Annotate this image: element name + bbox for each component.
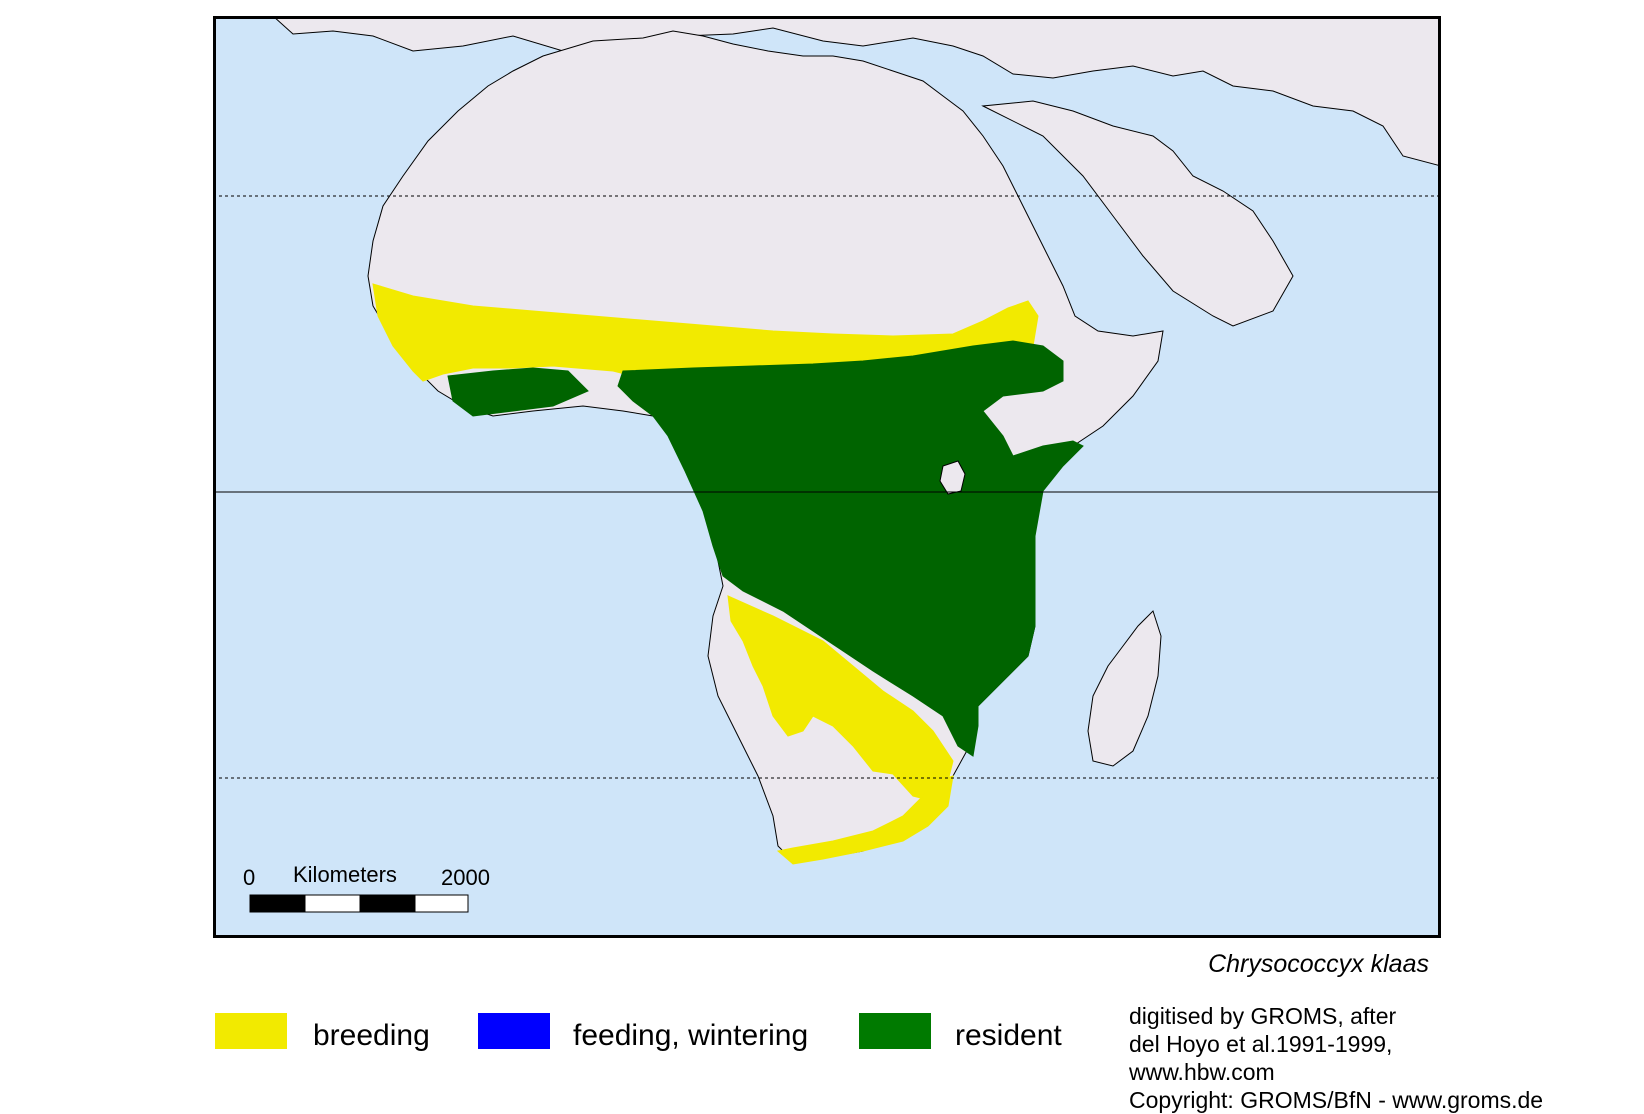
credit-line: www.hbw.com: [1129, 1059, 1275, 1085]
resident-range-main: [617, 340, 1084, 757]
map-border: [213, 16, 1441, 938]
legend-swatch-resident: [859, 1013, 931, 1049]
credits: digitised by GROMS, after del Hoyo et al…: [1129, 1002, 1543, 1114]
legend-swatch-feeding-wintering: [478, 1013, 550, 1049]
species-name: Chrysococcyx klaas: [1208, 950, 1429, 978]
lake-victoria: [939, 460, 966, 495]
scale-bar-segment: [249, 894, 306, 913]
europe-land: [272, 16, 1441, 167]
scale-bar-segment: [304, 894, 361, 913]
scale-bar-start-label: 0: [243, 865, 255, 890]
scale-bar-end-label: 2000: [441, 865, 490, 890]
breeding-range-south-coast: [776, 775, 954, 865]
scale-bar: 0 Kilometers 2000: [243, 862, 490, 913]
arabian-peninsula-land: [981, 100, 1294, 327]
breeding-range-southwest: [727, 595, 954, 802]
credit-line: del Hoyo et al.1991-1999,: [1129, 1031, 1393, 1057]
credit-line: Copyright: GROMS/BfN - www.groms.de: [1129, 1087, 1544, 1113]
range-map: 0 Kilometers 2000: [213, 16, 1441, 938]
range-map-svg: 0 Kilometers 2000: [213, 16, 1441, 938]
legend-label-resident: resident: [955, 1019, 1062, 1052]
scale-bar-segment: [359, 894, 416, 913]
legend-label-breeding: breeding: [313, 1019, 430, 1052]
scale-bar-unit-label: Kilometers: [293, 862, 397, 887]
madagascar-land: [1087, 610, 1162, 767]
legend-swatch-breeding: [215, 1013, 287, 1049]
scale-bar-segment: [414, 894, 469, 913]
credit-line: digitised by GROMS, after: [1129, 1003, 1397, 1029]
resident-range-west-africa: [447, 367, 589, 417]
legend-label-feeding-wintering: feeding, wintering: [573, 1019, 809, 1052]
